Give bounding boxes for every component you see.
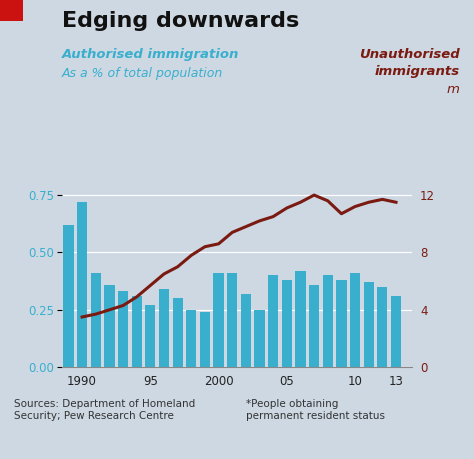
Text: Unauthorised: Unauthorised [359, 48, 460, 61]
Bar [309, 285, 319, 367]
Bar [336, 280, 346, 367]
Text: As a % of total population: As a % of total population [62, 67, 223, 79]
Bar [295, 271, 306, 367]
Bar [159, 289, 169, 367]
Bar [173, 298, 183, 367]
Bar [132, 296, 142, 367]
Text: Authorised immigration: Authorised immigration [62, 48, 239, 61]
Bar [91, 273, 101, 367]
Text: Edging downwards: Edging downwards [62, 11, 299, 32]
Text: *People obtaining
permanent resident status: *People obtaining permanent resident sta… [246, 399, 385, 421]
Bar [364, 282, 374, 367]
Bar [200, 312, 210, 367]
Text: Sources: Department of Homeland
Security; Pew Research Centre: Sources: Department of Homeland Security… [14, 399, 195, 421]
Bar [282, 280, 292, 367]
Bar [118, 291, 128, 367]
Bar [391, 296, 401, 367]
Bar [377, 287, 387, 367]
Bar [323, 275, 333, 367]
Bar [186, 310, 196, 367]
Bar [213, 273, 224, 367]
Bar [241, 294, 251, 367]
Bar [104, 285, 115, 367]
Bar [350, 273, 360, 367]
Bar [268, 275, 278, 367]
Bar [227, 273, 237, 367]
Bar [145, 305, 155, 367]
Text: immigrants: immigrants [374, 65, 460, 78]
Bar [255, 310, 264, 367]
Bar [77, 202, 87, 367]
Text: m: m [447, 83, 460, 95]
Bar [64, 225, 73, 367]
